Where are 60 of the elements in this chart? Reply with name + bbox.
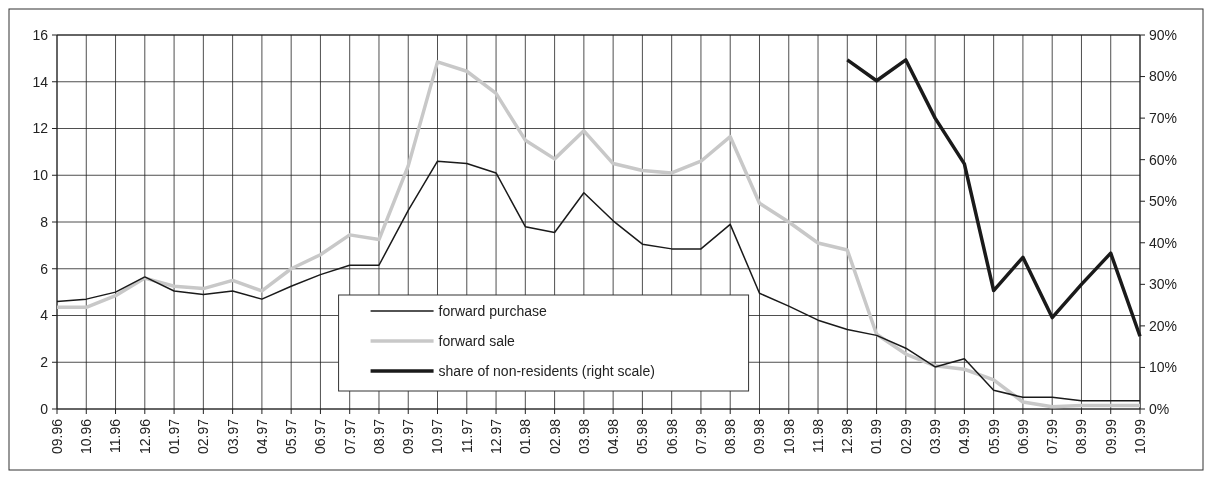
x-tick-label: 10.96 bbox=[78, 418, 95, 455]
x-tick-label: 04.99 bbox=[956, 418, 973, 455]
x-tick-label: 02.98 bbox=[546, 418, 563, 455]
x-tick-label: 09.97 bbox=[400, 418, 417, 455]
y-tick-label: 14 bbox=[32, 73, 49, 90]
y2-tick-label: 50% bbox=[1149, 193, 1178, 210]
legend-label: forward purchase bbox=[438, 302, 547, 319]
x-tick-label: 03.98 bbox=[575, 418, 592, 455]
y2-tick-label: 40% bbox=[1149, 234, 1178, 251]
x-tick-label: 09.99 bbox=[1102, 418, 1119, 455]
x-tick-label: 04.97 bbox=[253, 418, 270, 455]
x-tick-label: 02.97 bbox=[195, 418, 212, 455]
x-tick-label: 12.97 bbox=[487, 418, 504, 455]
x-tick-label: 11.96 bbox=[107, 418, 124, 453]
y-tick-label: 4 bbox=[40, 307, 49, 324]
x-tick-label: 10.98 bbox=[780, 418, 797, 455]
x-tick-label: 11.98 bbox=[809, 418, 826, 453]
y2-tick-label: 70% bbox=[1149, 110, 1178, 127]
x-tick-label: 06.98 bbox=[663, 418, 680, 455]
x-tick-label: 09.96 bbox=[48, 418, 65, 455]
legend-label: forward sale bbox=[438, 332, 516, 349]
x-tick-label: 12.98 bbox=[839, 418, 856, 455]
x-tick-label: 12.96 bbox=[136, 418, 153, 455]
x-tick-label: 02.99 bbox=[897, 418, 914, 455]
x-tick-label: 08.97 bbox=[370, 418, 387, 455]
x-tick-label: 05.98 bbox=[634, 418, 651, 455]
x-tick-label: 06.97 bbox=[312, 418, 329, 455]
x-tick-label: 10.97 bbox=[429, 418, 446, 455]
x-tick-label: 01.98 bbox=[517, 418, 534, 455]
x-tick-label: 01.97 bbox=[165, 418, 182, 455]
y2-tick-label: 90% bbox=[1149, 26, 1178, 43]
x-tick-label: 05.97 bbox=[283, 418, 300, 455]
x-tick-label: 03.97 bbox=[224, 418, 241, 455]
y2-tick-label: 20% bbox=[1149, 317, 1178, 334]
x-tick-label: 11.97 bbox=[458, 418, 475, 453]
y-tick-label: 16 bbox=[32, 26, 49, 43]
legend-label: share of non-residents (right scale) bbox=[438, 362, 655, 379]
x-tick-label: 06.99 bbox=[1014, 418, 1031, 455]
y-tick-label: 0 bbox=[40, 400, 49, 417]
y-tick-label: 6 bbox=[40, 260, 49, 277]
y-tick-label: 10 bbox=[32, 167, 49, 184]
x-tick-label: 05.99 bbox=[985, 418, 1002, 455]
x-tick-label: 09.98 bbox=[751, 418, 768, 455]
x-tick-label: 08.99 bbox=[1073, 418, 1090, 455]
x-tick-label: 07.97 bbox=[341, 418, 358, 455]
x-tick-label: 04.98 bbox=[605, 418, 622, 455]
y2-tick-label: 0% bbox=[1149, 400, 1170, 417]
x-tick-label: 07.99 bbox=[1044, 418, 1061, 455]
y-tick-label: 2 bbox=[40, 354, 49, 371]
y-tick-label: 12 bbox=[32, 120, 49, 137]
y2-tick-label: 10% bbox=[1149, 359, 1178, 376]
x-tick-label: 01.99 bbox=[868, 418, 885, 455]
y2-tick-label: 30% bbox=[1149, 276, 1178, 293]
y2-tick-label: 80% bbox=[1149, 68, 1178, 85]
x-tick-label: 03.99 bbox=[927, 418, 944, 455]
x-tick-label: 08.98 bbox=[722, 418, 739, 455]
x-tick-label: 10.99 bbox=[1131, 418, 1148, 455]
y2-tick-label: 60% bbox=[1149, 151, 1178, 168]
y-tick-label: 8 bbox=[40, 213, 49, 230]
x-tick-label: 07.98 bbox=[692, 418, 709, 455]
